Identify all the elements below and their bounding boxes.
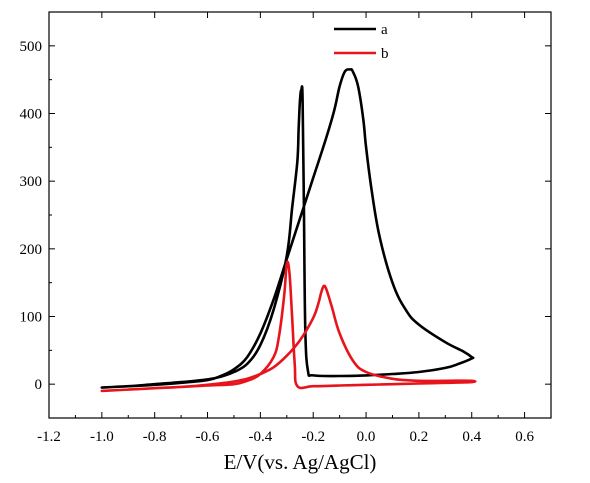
x-tick-label: 0.0 <box>357 429 376 445</box>
y-tick-label: 0 <box>35 377 43 393</box>
x-tick-label: 0.4 <box>462 429 481 445</box>
x-tick-label: -0.2 <box>301 429 325 445</box>
y-tick-label: 400 <box>20 107 43 123</box>
x-tick-label: -0.8 <box>143 429 167 445</box>
x-tick-label: -0.4 <box>248 429 272 445</box>
x-axis: -1.2 -1.0 -0.8 -0.6 -0.4 -0.2 0.0 0.2 0.4 0.6 <box>37 12 534 445</box>
x-tick-label: -1.2 <box>37 429 61 445</box>
series-layer <box>100 68 477 393</box>
x-tick-label: 0.6 <box>515 429 534 445</box>
y-tick-label: 500 <box>20 39 43 55</box>
legend-label-a: a <box>381 22 388 38</box>
y-tick-label: 300 <box>20 174 43 190</box>
series-b-line <box>100 260 477 393</box>
legend-label-b: b <box>381 46 389 62</box>
y-axis: 0 100 200 300 400 500 <box>20 39 551 393</box>
x-axis-title: E/V(vs. Ag/AgCl) <box>224 450 377 474</box>
legend: ab <box>334 22 389 62</box>
x-tick-label: -0.6 <box>196 429 220 445</box>
series-a-line <box>100 68 475 389</box>
y-tick-label: 100 <box>20 310 43 326</box>
y-tick-label: 200 <box>20 242 43 258</box>
x-tick-label: -1.0 <box>90 429 114 445</box>
x-tick-label: 0.2 <box>410 429 429 445</box>
